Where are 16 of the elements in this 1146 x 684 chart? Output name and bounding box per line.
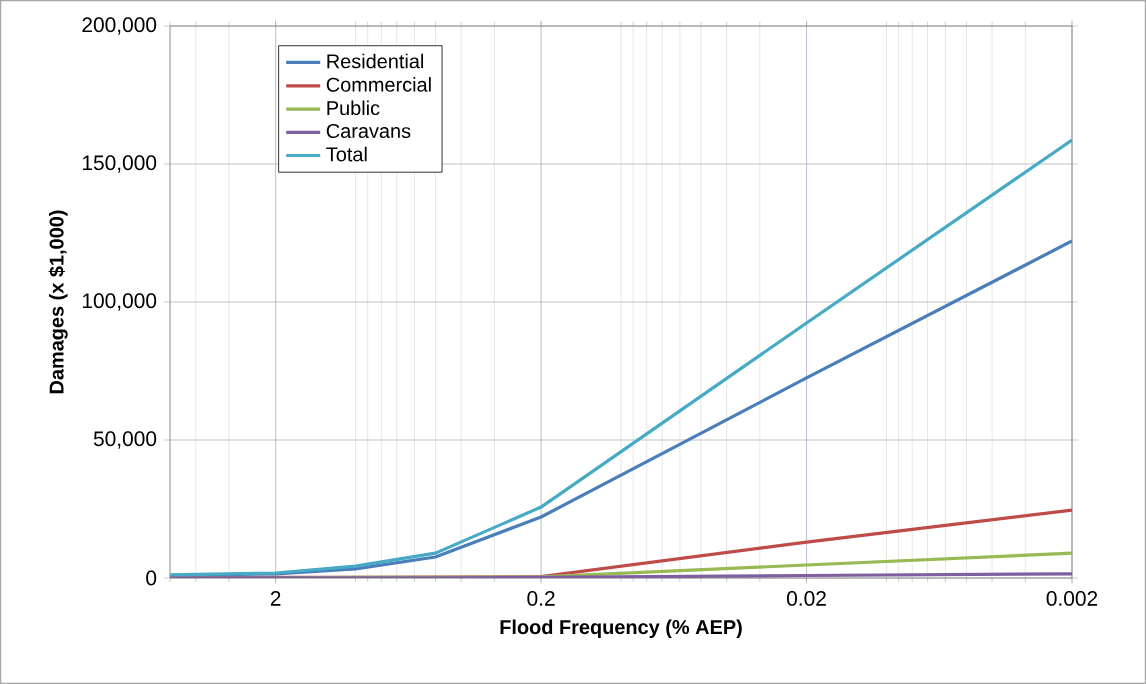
legend-label: Caravans — [326, 123, 411, 138]
legend-label: Residential — [327, 53, 424, 69]
x-tick-label: 2 — [270, 591, 281, 606]
y-tick-label: 0 — [146, 570, 157, 586]
y-tick-label: 200,000 — [82, 17, 157, 35]
x-tick-label: 0.2 — [527, 591, 555, 606]
legend-label: Commercial — [326, 77, 431, 92]
legend-label: Total — [326, 146, 367, 162]
x-tick-label: 0.02 — [787, 591, 826, 606]
x-axis-title: Flood Frequency (% AEP) — [500, 619, 742, 639]
y-tick-label: 150,000 — [82, 155, 157, 173]
legend-label: Public — [327, 100, 380, 116]
x-tick-label: 0.002 — [1046, 591, 1098, 606]
y-tick-label: 50,000 — [93, 431, 157, 449]
y-axis-title: Damages (x $1,000) — [48, 210, 68, 394]
y-tick-label: 100,000 — [82, 293, 157, 311]
